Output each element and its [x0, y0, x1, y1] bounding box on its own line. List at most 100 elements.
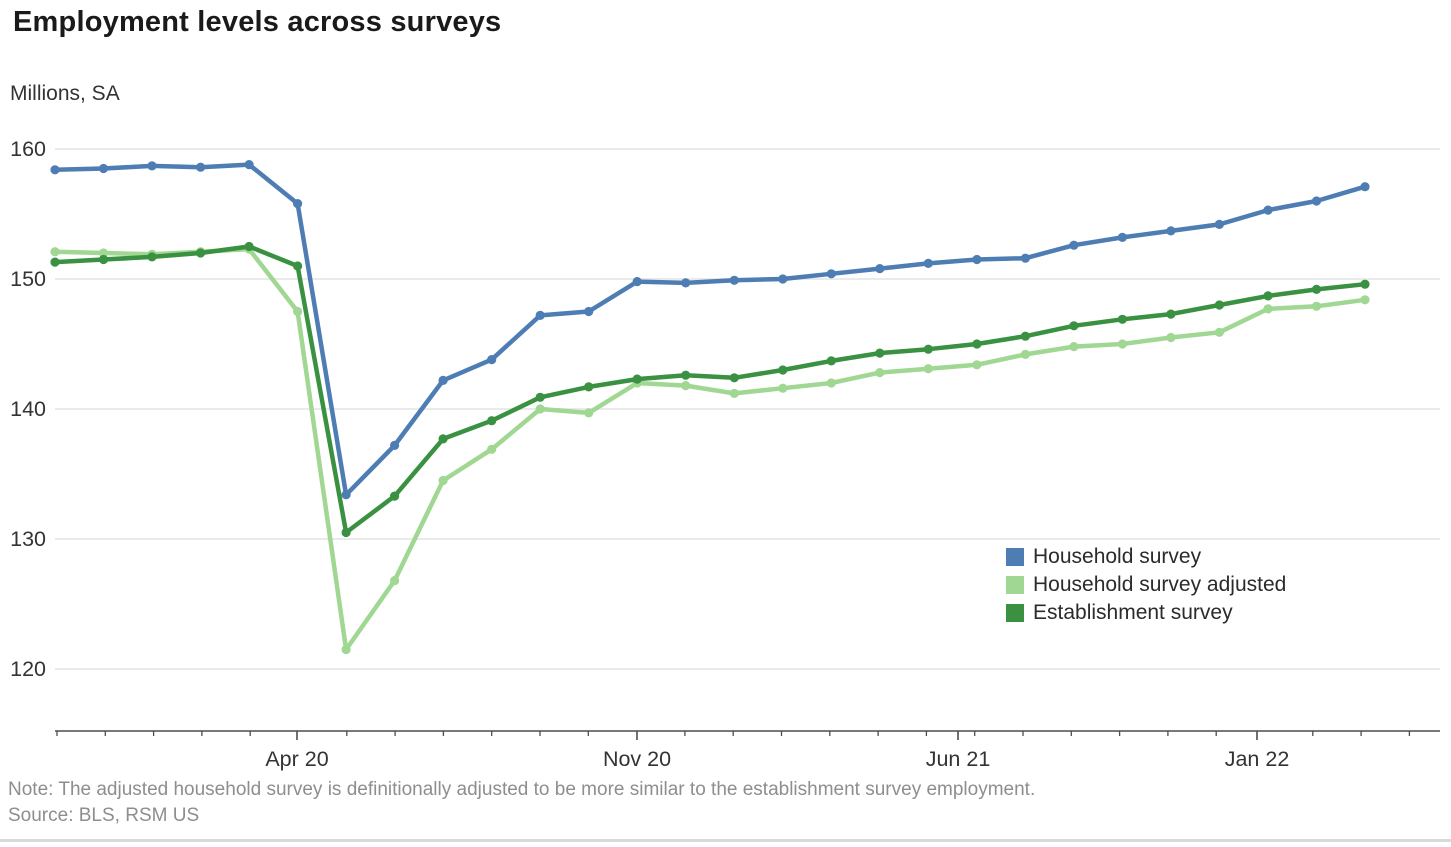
page-title: Employment levels across surveys — [13, 6, 502, 38]
data-point — [972, 360, 982, 370]
data-point — [1069, 240, 1079, 250]
data-point — [147, 252, 157, 262]
data-point — [826, 269, 836, 279]
data-point — [632, 277, 642, 287]
data-point — [972, 254, 982, 265]
data-point — [1069, 321, 1079, 331]
data-point — [98, 254, 109, 265]
data-point — [487, 444, 497, 454]
data-point — [244, 160, 254, 170]
x-tick-label: Apr 20 — [265, 747, 328, 771]
data-point — [875, 264, 885, 274]
data-point — [1360, 182, 1370, 192]
data-point — [778, 365, 788, 375]
chart-legend: Household survey Household survey adjuste… — [1006, 545, 1286, 625]
data-point — [681, 370, 691, 380]
y-axis-unit-label: Millions, SA — [10, 82, 120, 105]
data-point — [875, 348, 885, 358]
data-point — [1311, 196, 1322, 206]
data-point — [681, 278, 691, 288]
data-point — [147, 161, 157, 171]
data-point — [341, 490, 351, 500]
legend-swatch-icon — [1006, 548, 1024, 566]
data-point — [584, 306, 594, 317]
data-point — [826, 356, 836, 366]
data-point — [729, 275, 739, 285]
series-line-0 — [52, 162, 1368, 498]
data-point — [1263, 304, 1273, 314]
data-point — [1311, 301, 1322, 311]
series-line-1 — [52, 246, 1368, 652]
series-line-2 — [52, 244, 1368, 535]
data-point — [923, 364, 933, 374]
data-point — [1117, 232, 1127, 242]
data-point — [1020, 349, 1030, 359]
data-point — [196, 162, 206, 172]
chart-source: Source: BLS, RSM US — [8, 805, 200, 826]
legend-swatch-icon — [1006, 604, 1024, 622]
data-point — [244, 241, 254, 252]
data-point — [535, 404, 545, 414]
legend-item-0: Household survey — [1006, 545, 1286, 569]
data-point — [196, 248, 206, 258]
legend-label: Household survey — [1033, 545, 1202, 568]
data-point — [1020, 331, 1030, 341]
y-tick-label: 130 — [10, 527, 46, 551]
legend-item-1: Household survey adjusted — [1006, 573, 1286, 597]
y-tick-label: 160 — [10, 137, 46, 161]
data-point — [1069, 342, 1079, 352]
data-point — [390, 576, 400, 586]
data-point — [341, 527, 351, 538]
y-tick-label: 140 — [10, 397, 46, 421]
data-point — [390, 491, 400, 501]
data-point — [50, 165, 60, 175]
legend-label: Establishment survey — [1033, 601, 1233, 624]
data-point — [438, 475, 448, 486]
data-point — [1360, 295, 1370, 305]
data-point — [681, 381, 691, 391]
y-tick-label: 150 — [10, 267, 46, 291]
data-point — [1117, 339, 1127, 349]
data-point — [632, 374, 642, 384]
data-point — [584, 382, 594, 392]
data-point — [923, 344, 933, 354]
data-point — [778, 274, 788, 284]
data-point — [778, 383, 788, 393]
chart-plot-area: 120 130 140 150 160 Apr 20 Nov 20 Jun 21 Jan 22 — [10, 137, 1440, 771]
data-point — [293, 199, 303, 209]
data-point — [293, 261, 303, 271]
data-point — [487, 416, 497, 426]
data-point — [487, 355, 497, 365]
data-point — [438, 434, 448, 444]
data-point — [98, 163, 109, 174]
data-point — [1214, 219, 1224, 229]
y-tick-label: 120 — [10, 657, 46, 681]
data-point — [729, 388, 739, 398]
data-point — [1020, 253, 1030, 263]
data-point — [50, 247, 60, 257]
data-point — [1214, 300, 1224, 310]
data-point — [341, 644, 351, 655]
data-point — [535, 310, 545, 320]
data-point — [1360, 279, 1370, 289]
legend-swatch-icon — [1006, 576, 1024, 594]
data-point — [390, 440, 400, 450]
data-point — [875, 368, 885, 378]
data-point — [972, 339, 982, 349]
data-point — [826, 378, 836, 388]
data-point — [729, 373, 739, 383]
data-point — [584, 408, 594, 418]
bottom-divider — [0, 839, 1451, 842]
x-tick-label: Nov 20 — [603, 747, 671, 771]
x-tick-label: Jun 21 — [926, 747, 991, 771]
data-point — [1117, 314, 1127, 324]
data-point — [293, 306, 303, 317]
data-point — [98, 248, 109, 258]
data-point — [1263, 205, 1273, 215]
legend-label: Household survey adjusted — [1033, 573, 1287, 596]
legend-item-2: Establishment survey — [1006, 601, 1286, 625]
data-point — [438, 375, 448, 385]
data-point — [1166, 309, 1176, 319]
data-point — [535, 392, 545, 402]
